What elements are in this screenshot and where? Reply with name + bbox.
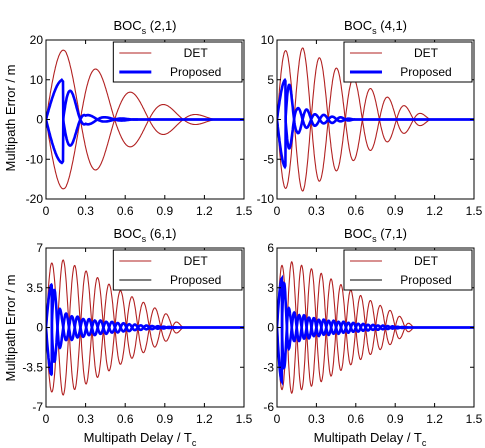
chart-title-main: BOC [113,18,141,33]
chart-title-sub: s [372,234,377,244]
chart-title-main: BOC [344,226,372,241]
figure-xlabel-right: Multipath Delay / Tc [314,430,427,448]
xlabel-sub: c [422,438,427,448]
chart-panel-2: 0 0.3 0.6 0.9 1.2 1.5 -7 -3.5 0 3.5 7 BOCs (6,1) DET… [22,226,252,426]
y-tick-label: -3 [263,360,274,374]
legend: DET Proposed [343,249,473,291]
legend-box [343,41,473,83]
x-tick-label: 1.5 [236,412,253,426]
chart-title-args: (2,1) [146,18,176,33]
svg-text:Multipath Delay / Tc: Multipath Delay / Tc [84,430,197,448]
chart-panel-0: 0 0.3 0.6 0.9 1.2 1.5 -20 -10 0 10 20 BOCs (2,1) DET… [26,18,253,218]
legend-label-proposed: Proposed [170,65,221,79]
legend-label-det: DET [414,254,439,268]
y-tick-label: 0 [267,113,274,127]
chart-title-args: (7,1) [377,226,407,241]
y-tick-label: -10 [26,152,44,166]
series-line-proposed-lower [277,281,474,387]
y-tick-label: -5 [263,152,274,166]
chart-title-main: BOC [344,18,372,33]
series-line-proposed-lower [46,288,244,377]
svg-text:Multipath Delay / Tc: Multipath Delay / Tc [314,430,427,448]
x-tick-label: 1.5 [236,204,253,218]
y-tick-label: -3.5 [22,360,43,374]
legend-label-det: DET [414,46,439,60]
x-tick-label: 0.3 [77,204,94,218]
y-tick-label: 5 [267,73,274,87]
x-tick-label: 1.2 [196,204,213,218]
x-tick-label: 0 [43,412,50,426]
y-tick-label: 7 [36,241,43,255]
y-tick-label: -20 [26,192,44,206]
x-tick-label: 1.5 [466,204,483,218]
x-tick-label: 0.3 [308,204,325,218]
legend-label-det: DET [184,46,209,60]
legend-box [343,249,473,291]
legend: DET Proposed [112,41,243,83]
y-tick-label: 0 [36,113,43,127]
xlabel-main: Multipath Delay / T [314,430,422,445]
legend: DET Proposed [343,41,473,83]
legend-label-proposed: Proposed [170,273,221,287]
chart-panel-1: 0 0.3 0.6 0.9 1.2 1.5 -10 -5 0 5 10 BOCs (4,1) DET Pr… [257,18,483,218]
x-tick-label: 0.9 [156,412,173,426]
y-tick-label: -10 [257,192,275,206]
chart-title: BOCs (2,1) [113,18,176,36]
chart-title-sub: s [142,26,147,36]
y-tick-label: -6 [263,400,274,414]
x-tick-label: 0.9 [387,412,404,426]
y-tick-label: -7 [32,400,43,414]
y-tick-label: 10 [261,33,275,47]
legend-label-det: DET [184,254,209,268]
x-tick-label: 1.2 [196,412,213,426]
x-tick-label: 0 [274,412,281,426]
x-tick-label: 1.2 [426,204,443,218]
x-tick-label: 0.9 [156,204,173,218]
x-tick-label: 1.5 [466,412,483,426]
y-tick-label: 3.5 [26,281,43,295]
y-tick-label: 20 [30,33,44,47]
x-tick-label: 0.6 [347,412,364,426]
chart-title: BOCs (4,1) [344,18,407,36]
legend-box [112,41,243,83]
chart-title-sub: s [142,234,147,244]
chart-title: BOCs (6,1) [113,226,176,244]
figure-ylabel: Multipath Error / m [3,65,18,172]
x-tick-label: 0.6 [117,412,134,426]
chart-title-args: (6,1) [146,226,176,241]
y-tick-label: 0 [267,321,274,335]
y-tick-label: 0 [36,321,43,335]
x-tick-label: 1.2 [426,412,443,426]
legend-label-proposed: Proposed [400,65,451,79]
chart-title-sub: s [372,26,377,36]
xlabel-sub: c [192,438,197,448]
xlabel-main: Multipath Delay / T [84,430,192,445]
figure-xlabel-left: Multipath Delay / Tc [84,430,197,448]
y-tick-label: 10 [30,73,44,87]
x-tick-label: 0.6 [347,204,364,218]
x-tick-label: 0.3 [77,412,94,426]
series-line-det-lower [46,68,244,190]
x-tick-label: 0.6 [117,204,134,218]
legend-box [112,249,243,291]
x-tick-label: 0.9 [387,204,404,218]
chart-title-main: BOC [113,226,141,241]
legend-label-proposed: Proposed [400,273,451,287]
series-line-proposed-lower [277,83,474,170]
chart-title-args: (4,1) [377,18,407,33]
chart-panel-3: 0 0.3 0.6 0.9 1.2 1.5 -6 -3 0 3 6 BOCs (7,1) DET Prop… [263,226,482,426]
legend: DET Proposed [112,249,243,291]
figure-ylabel-bottom: Multipath Error / m [3,275,18,382]
x-tick-label: 0.3 [308,412,325,426]
chart-title: BOCs (7,1) [344,226,407,244]
x-tick-label: 0 [43,204,50,218]
y-tick-label: 3 [267,281,274,295]
y-tick-label: 6 [267,241,274,255]
x-tick-label: 0 [274,204,281,218]
series-line-proposed-lower [46,89,244,165]
